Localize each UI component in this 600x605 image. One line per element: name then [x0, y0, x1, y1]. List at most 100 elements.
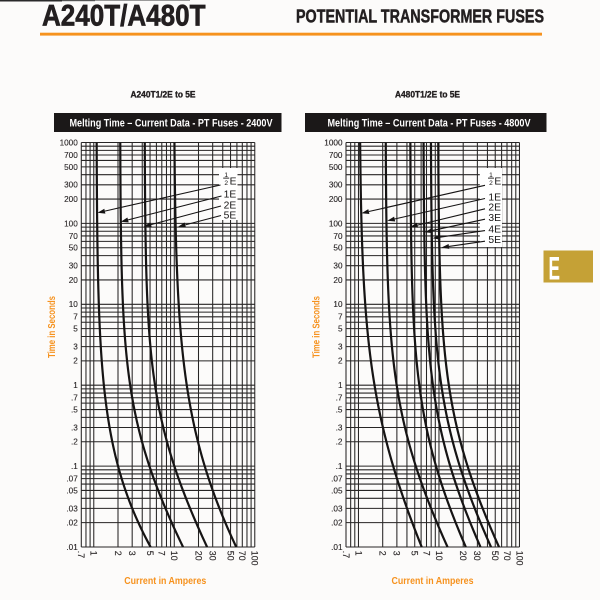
svg-text:30: 30: [208, 551, 218, 561]
svg-text:E: E: [494, 177, 501, 188]
svg-text:.7: .7: [76, 551, 86, 558]
svg-text:7: 7: [157, 551, 167, 556]
svg-text:30: 30: [333, 262, 343, 271]
svg-text:20: 20: [458, 551, 468, 561]
svg-text:10: 10: [169, 551, 179, 561]
svg-text:2: 2: [489, 180, 493, 187]
svg-text:70: 70: [333, 232, 343, 241]
svg-text:500: 500: [64, 163, 78, 172]
svg-text:5: 5: [338, 325, 343, 334]
svg-text:5E: 5E: [488, 235, 501, 246]
svg-text:1: 1: [489, 172, 493, 179]
svg-text:50: 50: [490, 551, 500, 561]
svg-text:1: 1: [353, 551, 363, 556]
svg-text:7: 7: [421, 551, 431, 556]
svg-text:100: 100: [250, 551, 260, 566]
svg-text:1E: 1E: [488, 192, 501, 203]
svg-text:7: 7: [73, 313, 78, 322]
svg-text:10: 10: [434, 551, 444, 561]
svg-text:1E: 1E: [224, 190, 237, 201]
svg-text:2: 2: [338, 357, 343, 366]
svg-text:5E: 5E: [224, 211, 237, 222]
svg-text:30: 30: [472, 551, 482, 561]
svg-text:5: 5: [73, 325, 78, 334]
svg-text:700: 700: [329, 151, 343, 160]
svg-text:.07: .07: [66, 475, 78, 484]
svg-text:.01: .01: [66, 543, 78, 552]
svg-text:300: 300: [329, 181, 343, 190]
svg-text:.3: .3: [336, 423, 343, 432]
svg-text:.5: .5: [336, 406, 343, 415]
svg-text:Current in Amperes: Current in Amperes: [392, 575, 474, 587]
svg-text:2: 2: [224, 180, 228, 187]
svg-text:1: 1: [338, 381, 343, 390]
svg-text:1: 1: [89, 551, 99, 556]
svg-text:30: 30: [69, 262, 79, 271]
svg-text:2: 2: [73, 357, 78, 366]
svg-text:2: 2: [378, 551, 388, 556]
svg-text:20: 20: [69, 276, 79, 285]
svg-text:A240T/A480T: A240T/A480T: [42, 0, 206, 33]
svg-text:Time in Seconds: Time in Seconds: [47, 296, 58, 358]
svg-text:.1: .1: [71, 462, 78, 471]
svg-text:20: 20: [333, 276, 343, 285]
svg-text:2: 2: [113, 551, 123, 556]
svg-text:Current in Amperes: Current in Amperes: [124, 575, 206, 587]
svg-text:2E: 2E: [224, 201, 237, 212]
svg-text:2E: 2E: [488, 203, 501, 214]
svg-text:7: 7: [338, 313, 343, 322]
svg-text:70: 70: [237, 551, 247, 561]
svg-text:A480T1/2E to 5E: A480T1/2E to 5E: [395, 90, 460, 100]
svg-text:Time in Seconds: Time in Seconds: [312, 296, 323, 358]
svg-text:50: 50: [69, 244, 79, 253]
svg-text:3: 3: [338, 343, 343, 352]
svg-text:500: 500: [329, 163, 343, 172]
svg-text:300: 300: [64, 181, 78, 190]
svg-text:100: 100: [514, 551, 524, 566]
svg-text:.07: .07: [331, 475, 343, 484]
svg-text:.05: .05: [331, 486, 343, 495]
svg-text:10: 10: [69, 300, 79, 309]
svg-text:100: 100: [64, 219, 78, 228]
svg-text:.2: .2: [336, 438, 343, 447]
svg-text:E: E: [230, 177, 237, 188]
svg-text:3: 3: [392, 551, 402, 556]
svg-text:200: 200: [64, 195, 78, 204]
svg-text:70: 70: [69, 232, 79, 241]
svg-text:3: 3: [127, 551, 137, 556]
svg-text:Melting Time – Current Data -: Melting Time – Current Data - PT Fuses -…: [328, 118, 531, 130]
svg-text:.7: .7: [71, 394, 78, 403]
svg-text:20: 20: [193, 551, 203, 561]
svg-text:Melting Time – Current Data -: Melting Time – Current Data - PT Fuses -…: [70, 118, 273, 130]
svg-text:POTENTIAL TRANSFORMER FUSES: POTENTIAL TRANSFORMER FUSES: [296, 7, 544, 27]
svg-text:.7: .7: [341, 551, 351, 558]
svg-text:50: 50: [333, 244, 343, 253]
svg-text:200: 200: [329, 195, 343, 204]
svg-text:700: 700: [64, 151, 78, 160]
svg-text:50: 50: [225, 551, 235, 561]
svg-text:.3: .3: [71, 423, 78, 432]
svg-text:1: 1: [224, 172, 228, 179]
svg-text:1000: 1000: [60, 138, 79, 147]
svg-text:70: 70: [502, 551, 512, 561]
svg-text:.1: .1: [336, 462, 343, 471]
svg-text:.01: .01: [331, 543, 343, 552]
svg-text:10: 10: [333, 300, 343, 309]
svg-text:100: 100: [329, 219, 343, 228]
svg-text:.03: .03: [66, 504, 78, 513]
svg-text:.03: .03: [331, 504, 343, 513]
svg-text:E: E: [549, 250, 561, 286]
svg-text:.02: .02: [66, 519, 78, 528]
svg-text:.5: .5: [71, 406, 78, 415]
svg-text:1000: 1000: [324, 138, 343, 147]
svg-text:.7: .7: [336, 394, 343, 403]
svg-text:.2: .2: [71, 438, 78, 447]
svg-text:3: 3: [73, 343, 78, 352]
svg-text:5: 5: [410, 551, 420, 556]
svg-text:3E: 3E: [488, 213, 501, 224]
svg-text:1: 1: [73, 381, 78, 390]
svg-text:A240T1/2E to 5E: A240T1/2E to 5E: [131, 90, 196, 100]
svg-text:.02: .02: [331, 519, 343, 528]
svg-text:.05: .05: [66, 486, 78, 495]
svg-text:4E: 4E: [488, 225, 501, 236]
